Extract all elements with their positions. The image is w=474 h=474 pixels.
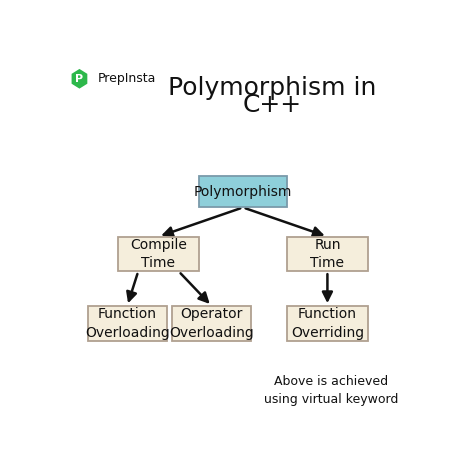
Text: Polymorphism in: Polymorphism in <box>168 76 376 100</box>
Text: Function
Overloading: Function Overloading <box>85 307 170 339</box>
FancyBboxPatch shape <box>287 237 368 271</box>
Text: P: P <box>75 74 83 84</box>
FancyBboxPatch shape <box>88 306 167 341</box>
Text: Above is achieved
using virtual keyword: Above is achieved using virtual keyword <box>264 375 398 406</box>
FancyBboxPatch shape <box>199 176 287 208</box>
Text: Function
Overriding: Function Overriding <box>291 307 364 339</box>
Text: Run
Time: Run Time <box>310 238 345 270</box>
Polygon shape <box>72 69 87 89</box>
Text: Operator
Overloading: Operator Overloading <box>169 307 254 339</box>
Text: Polymorphism: Polymorphism <box>194 185 292 199</box>
Text: C++: C++ <box>243 93 302 117</box>
FancyBboxPatch shape <box>172 306 251 341</box>
FancyBboxPatch shape <box>118 237 199 271</box>
Text: Compile
Time: Compile Time <box>130 238 187 270</box>
Text: PrepInsta: PrepInsta <box>98 72 156 85</box>
FancyBboxPatch shape <box>287 306 368 341</box>
